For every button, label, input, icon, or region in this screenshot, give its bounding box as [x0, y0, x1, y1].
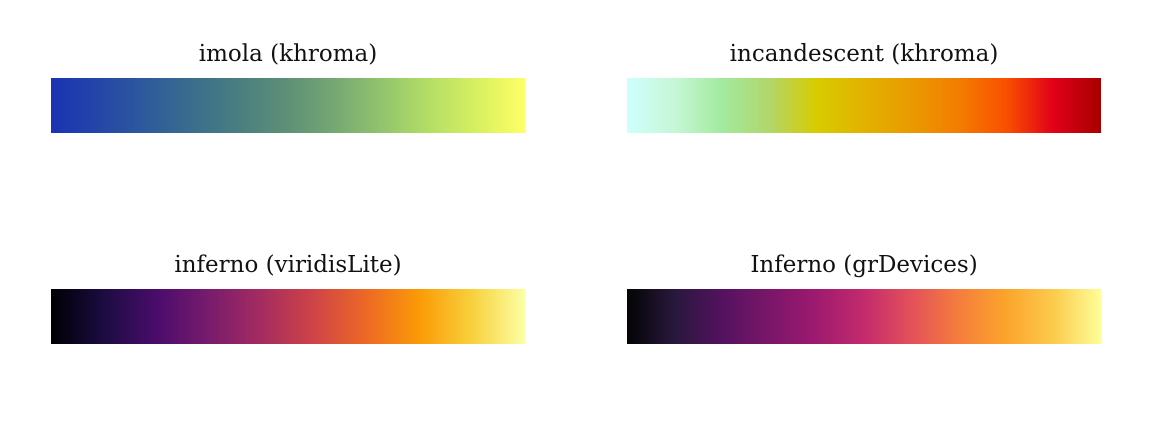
palette-title: imola (khroma) [198, 41, 378, 67]
color-gradient-bar [627, 289, 1101, 344]
palette-title: Inferno (grDevices) [750, 252, 978, 278]
color-gradient-bar [627, 78, 1101, 133]
palette-title: inferno (viridisLite) [174, 252, 402, 278]
color-gradient-bar [51, 78, 525, 133]
palette-title: incandescent (khroma) [729, 41, 999, 67]
color-gradient-bar [51, 289, 525, 344]
